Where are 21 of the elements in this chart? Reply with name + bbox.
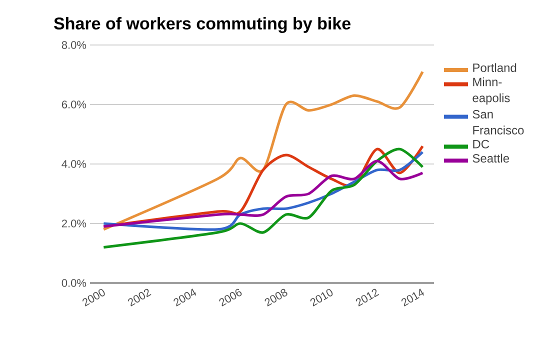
x-tick-label: 2012: [356, 288, 380, 306]
chart-title: Share of workers commuting by bike: [54, 17, 351, 33]
legend-label: Minn-eapolis: [472, 77, 510, 105]
x-tick-label: 2014: [401, 288, 424, 306]
y-tick-label: 0.0%: [62, 279, 86, 287]
y-tick-label: 8.0%: [62, 41, 86, 49]
legend-label: San Francisco: [472, 110, 524, 134]
y-tick-label: 6.0%: [62, 100, 86, 108]
x-tick-label: 2006: [219, 288, 242, 306]
legend-label: DC: [473, 140, 490, 148]
x-tick-label: 2000: [82, 288, 105, 306]
x-tick-label: 2002: [128, 288, 152, 306]
line-series: [102, 70, 424, 231]
legend-label: Portland: [473, 63, 516, 72]
legend-label: Seattle: [472, 154, 510, 163]
x-tick-label: 2004: [174, 288, 196, 306]
y-tick-label: 2.0%: [62, 220, 86, 228]
x-tick-label: 2010: [310, 288, 333, 306]
line-series: [102, 148, 424, 249]
y-tick-label: 4.0%: [62, 160, 86, 168]
x-tick-label: 2008: [264, 288, 288, 306]
